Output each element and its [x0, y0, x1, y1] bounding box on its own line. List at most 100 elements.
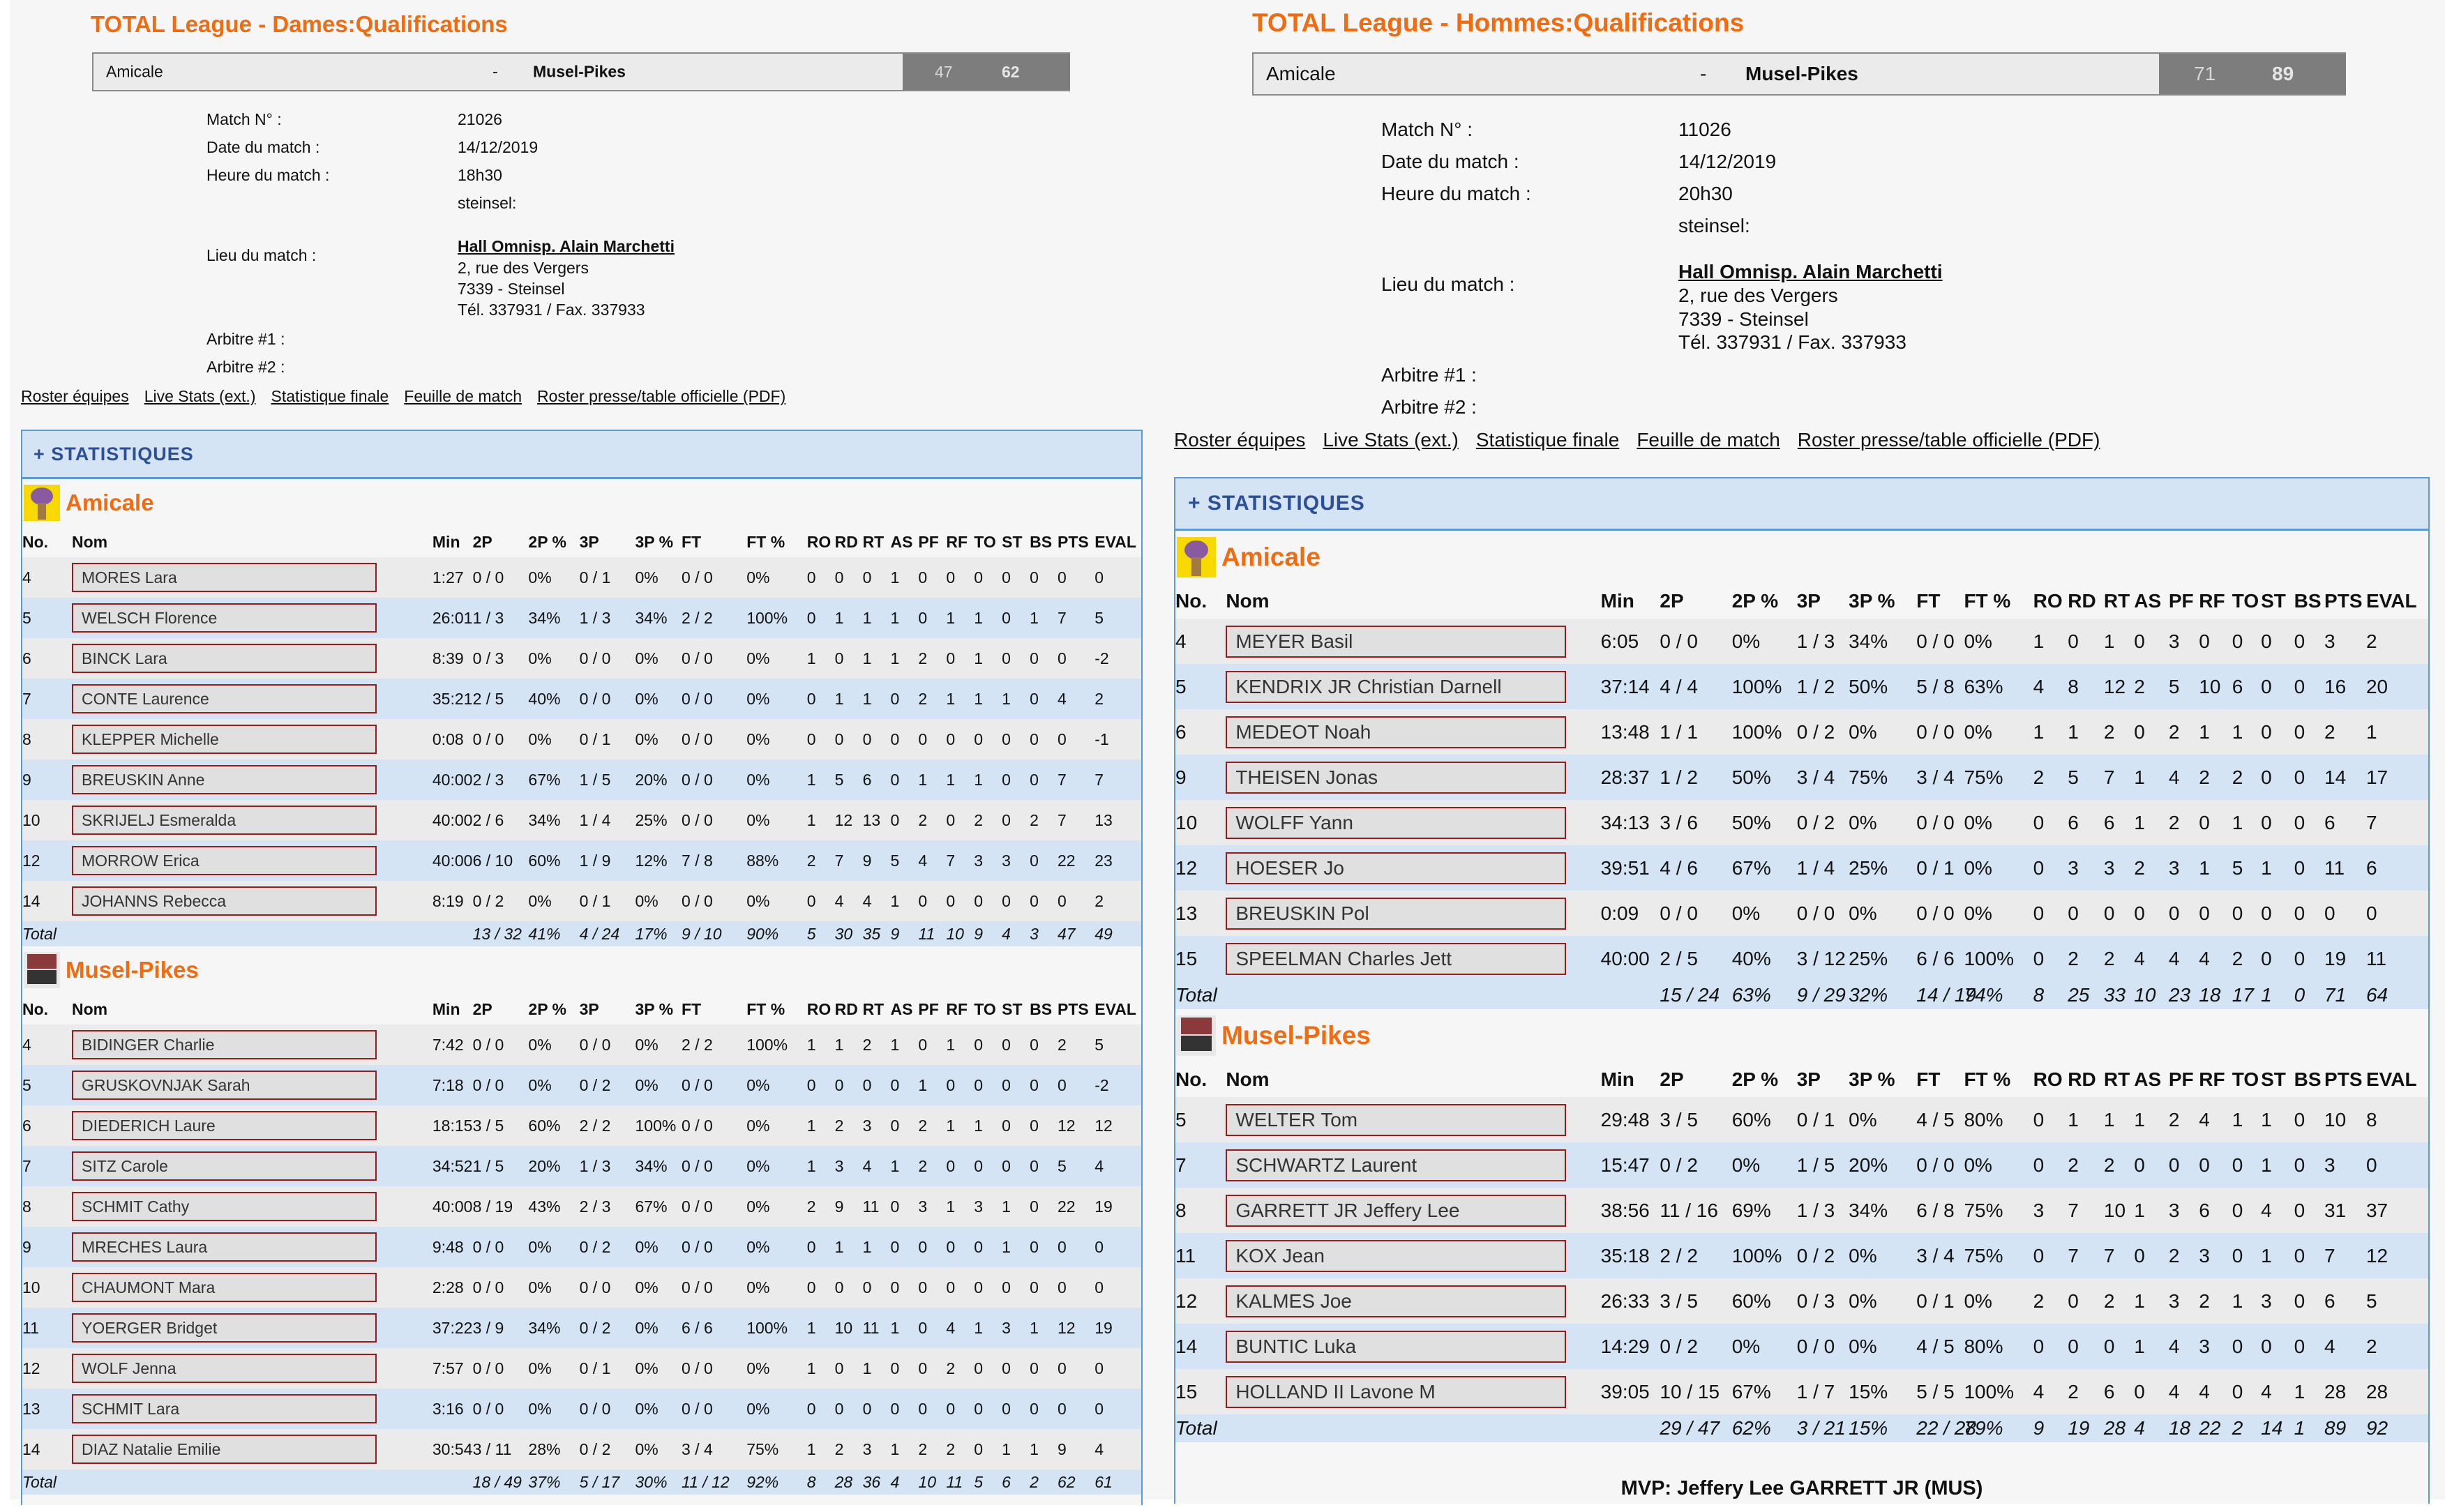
player-name-link[interactable]: SCHMIT Cathy: [71, 1192, 377, 1221]
stat-cell: 11 / 16: [1660, 1188, 1732, 1233]
player-name-link[interactable]: WELSCH Florence: [71, 603, 377, 633]
stat-cell: 0 / 0: [472, 1389, 529, 1429]
stat-cell: 4: [1094, 1429, 1141, 1469]
stat-cell: 1 / 2: [1660, 755, 1732, 800]
total-cell: 63%: [1731, 981, 1797, 1009]
stat-cell: 0: [946, 1267, 975, 1308]
link-roster-presse-pdf[interactable]: Roster presse/table officielle (PDF): [1797, 429, 2100, 451]
column-header: 2P: [472, 999, 492, 1018]
link-roster-equipes[interactable]: Roster équipes: [21, 387, 129, 405]
stat-cell: 0%: [746, 1348, 807, 1389]
player-name-link[interactable]: KLEPPER Michelle: [71, 725, 377, 754]
stat-cell: 4: [2168, 1369, 2199, 1414]
player-name-link[interactable]: SPEELMAN Charles Jett: [1226, 942, 1567, 975]
stat-cell: 1: [890, 1429, 919, 1469]
stat-cell: 1: [2232, 1097, 2262, 1142]
player-name-link[interactable]: MEDEOT Noah: [1226, 716, 1567, 748]
player-name-link[interactable]: MORROW Erica: [71, 846, 377, 875]
stat-cell: 0%: [1964, 1278, 2033, 1324]
link-statistique-finale[interactable]: Statistique finale: [1475, 429, 1620, 451]
stat-cell: 1 / 2: [1796, 664, 1849, 709]
player-name-link[interactable]: BUNTIC Luka: [1226, 1330, 1567, 1363]
date-label: Date du match :: [1381, 151, 1519, 172]
statistics-toggle[interactable]: + STATISTIQUES: [22, 431, 1141, 479]
player-name-link[interactable]: SCHMIT Lara: [71, 1394, 377, 1423]
stat-cell: 2: [2103, 1278, 2135, 1324]
player-name-link[interactable]: KOX Jean: [1226, 1239, 1567, 1272]
player-name-link[interactable]: BIDINGER Charlie: [71, 1030, 377, 1059]
player-name-link[interactable]: WOLFF Yann: [1226, 806, 1567, 839]
total-cell: 1: [2261, 981, 2294, 1009]
player-name-link[interactable]: DIEDERICH Laure: [71, 1111, 377, 1140]
player-name-link[interactable]: YOERGER Bridget: [71, 1313, 377, 1343]
link-live-stats[interactable]: Live Stats (ext.): [144, 387, 256, 405]
stat-cell: 1: [1030, 1429, 1058, 1469]
player-name-link[interactable]: HOLLAND II Lavone M: [1226, 1375, 1567, 1408]
stat-cell: 0: [862, 719, 891, 759]
player-name-link[interactable]: CONTE Laurence: [71, 684, 377, 713]
statistics-toggle[interactable]: + STATISTIQUES: [1175, 478, 2428, 531]
player-name-link[interactable]: THEISEN Jonas: [1226, 761, 1567, 794]
link-roster-presse-pdf[interactable]: Roster presse/table officielle (PDF): [537, 387, 786, 405]
total-cell: 33: [2103, 981, 2135, 1009]
column-header: Nom: [1226, 1068, 1270, 1090]
total-cell: 14 / 19: [1916, 981, 1976, 1009]
link-roster-equipes[interactable]: Roster équipes: [1174, 429, 1306, 451]
column-header: Min: [1600, 1068, 1634, 1090]
player-name-link[interactable]: MORES Lara: [71, 563, 377, 592]
player-name-link[interactable]: BREUSKIN Anne: [71, 765, 377, 794]
stat-cell: 0 / 0: [1660, 891, 1732, 936]
stat-cell: 1: [2033, 619, 2068, 664]
player-name-link[interactable]: MRECHES Laura: [71, 1232, 377, 1262]
team-name: Amicale: [66, 490, 154, 515]
player-name-link[interactable]: HOESER Jo: [1226, 852, 1567, 884]
stat-cell: 0: [918, 1348, 947, 1389]
total-label: Total: [22, 1469, 72, 1495]
player-name-link[interactable]: MEYER Basil: [1226, 625, 1567, 658]
total-cell: 17: [2232, 981, 2262, 1009]
stat-cell: 0: [946, 1227, 975, 1267]
stat-cell: 1: [2134, 1278, 2169, 1324]
player-name-link[interactable]: GRUSKOVNJAK Sarah: [71, 1071, 377, 1100]
stat-cell: 0 / 1: [1916, 1278, 1964, 1324]
player-name-link[interactable]: DIAZ Natalie Emilie: [71, 1435, 377, 1464]
stat-cell: 0%: [1731, 1324, 1797, 1369]
player-name-link[interactable]: WELTER Tom: [1226, 1103, 1567, 1136]
player-name-link[interactable]: BINCK Lara: [71, 644, 377, 673]
player-name-link[interactable]: JOHANNS Rebecca: [71, 886, 377, 916]
stat-cell: 0: [974, 1065, 1002, 1105]
column-header: FT: [682, 532, 702, 551]
player-name-link[interactable]: SITZ Carole: [71, 1151, 377, 1181]
stat-cell: 0: [1030, 1348, 1058, 1389]
player-name-link[interactable]: WOLF Jenna: [71, 1354, 377, 1383]
stat-cell: 3: [2168, 1278, 2199, 1324]
player-name-link[interactable]: SCHWARTZ Laurent: [1226, 1149, 1567, 1181]
player-name-link[interactable]: KALMES Joe: [1226, 1285, 1567, 1317]
column-header: TO: [2232, 590, 2259, 612]
player-name-link[interactable]: SKRIJELJ Esmeralda: [71, 806, 377, 835]
player-name-link[interactable]: GARRETT JR Jeffery Lee: [1226, 1194, 1567, 1227]
stat-cell: 0: [2033, 891, 2068, 936]
stat-cell: 3 / 5: [472, 1105, 529, 1146]
venue-link[interactable]: Hall Omnisp. Alain Marchetti: [1678, 261, 1943, 282]
stat-cell: 0 / 0: [682, 719, 747, 759]
stat-cell: 1: [2232, 1278, 2262, 1324]
link-live-stats[interactable]: Live Stats (ext.): [1323, 429, 1459, 451]
link-statistique-finale[interactable]: Statistique finale: [271, 387, 389, 405]
link-feuille-de-match[interactable]: Feuille de match: [1637, 429, 1780, 451]
stat-cell: 0 / 2: [1660, 1324, 1732, 1369]
stat-cell: 0: [2294, 1324, 2325, 1369]
player-name-link[interactable]: KENDRIX JR Christian Darnell: [1226, 670, 1567, 703]
venue-link[interactable]: Hall Omnisp. Alain Marchetti: [458, 237, 675, 255]
player-name-link[interactable]: BREUSKIN Pol: [1226, 897, 1567, 930]
stat-cell: 2: [2068, 1369, 2104, 1414]
stat-cell: 100%: [1964, 936, 2033, 981]
stat-cell: 15%: [1849, 1369, 1917, 1414]
stat-cell: 0: [890, 759, 919, 800]
stat-cell: 0%: [528, 557, 580, 598]
link-feuille-de-match[interactable]: Feuille de match: [404, 387, 522, 405]
player-name-link[interactable]: CHAUMONT Mara: [71, 1273, 377, 1302]
stat-cell: 10: [22, 800, 72, 840]
scoreboard: Amicale - Musel-Pikes 71 89: [1252, 52, 2346, 96]
stat-cell: 0: [1030, 1146, 1058, 1186]
